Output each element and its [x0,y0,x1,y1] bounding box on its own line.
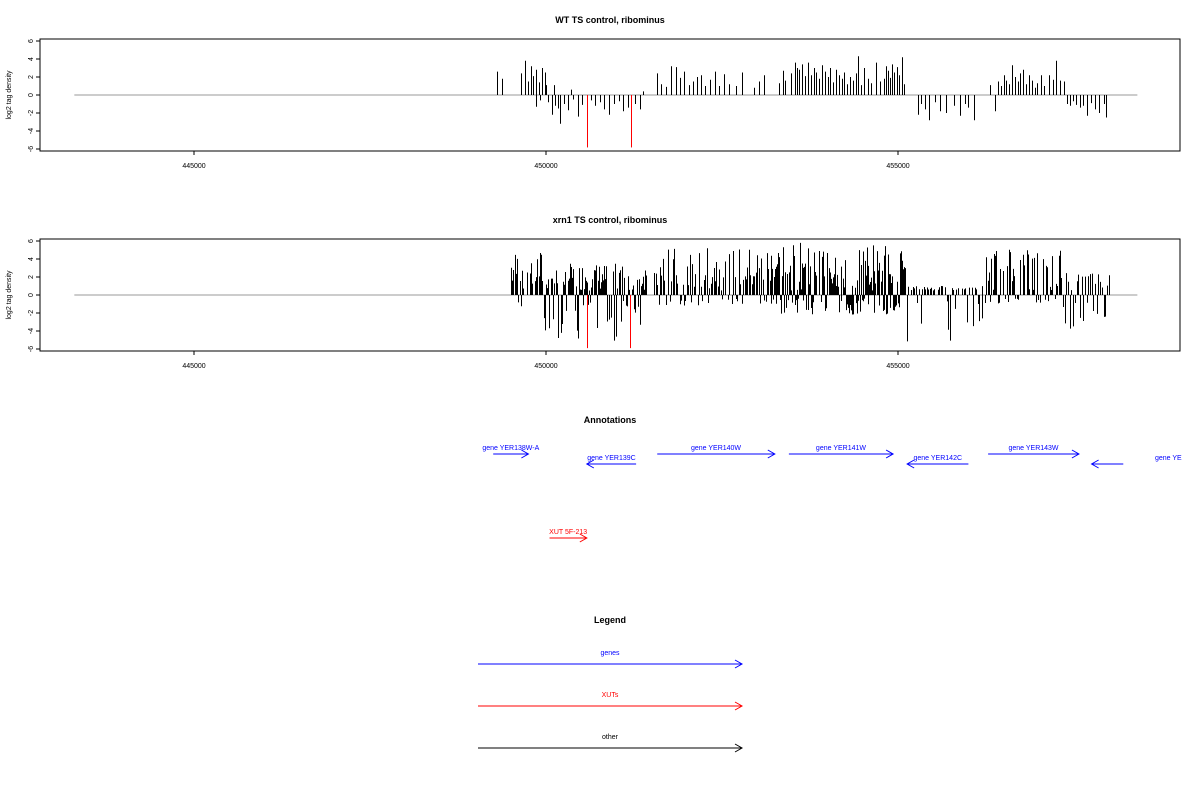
x-tick-label: 445000 [182,163,205,170]
y-tick-label: 4 [28,57,35,61]
legend-item: genes [478,650,744,669]
gene-feature: gene YER143W [988,445,1080,459]
feature-arrowhead [734,659,744,669]
y-tick-label: 4 [28,257,35,261]
feature-arrowhead [1071,449,1080,459]
gene-feature: gene YER141W [788,445,895,459]
xrn1-track-title: xrn1 TS control, ribominus [553,215,668,225]
wt-y-ticks: 6 4 2 0 -2 -4 -6 [28,39,40,152]
gene-feature: gene YE [1090,455,1182,469]
feature-arrowhead [1090,459,1099,469]
feature-label: gene YER139C [587,455,636,462]
y-tick-label: -2 [28,110,35,116]
y-tick-label: 0 [28,293,35,297]
xrn1-x-ticks: 445000 450000 455000 [182,351,910,370]
legend-panel: Legend genes XUTs other [478,615,744,753]
y-tick-label: -6 [28,346,35,352]
wt-y-axis-label: log2 tag density [6,70,13,120]
xut-feature: XUT 5F-213 [549,529,588,543]
xrn1-y-axis-label: log2 tag density [6,270,13,320]
feature-arrowhead [767,449,776,459]
gene-feature: gene YER140W [657,445,776,459]
feature-label: gene YER142C [914,455,963,462]
gene-feature: gene YER138W-A [482,445,540,459]
y-tick-label: 6 [28,239,35,243]
legend-item: XUTs [478,692,744,711]
y-tick-label: 2 [28,75,35,79]
feature-label: gene YER140W [691,445,741,452]
x-tick-label: 450000 [534,363,557,370]
y-tick-label: 6 [28,39,35,43]
feature-label: XUT 5F-213 [549,529,587,536]
legend-items: genes XUTs other [478,650,744,753]
feature-label: gene YER143W [1008,445,1058,452]
y-tick-label: -4 [28,128,35,134]
wt-track-title: WT TS control, ribominus [555,15,665,25]
feature-arrowhead [585,459,595,469]
legend-title: Legend [594,615,626,625]
annotations-title: Annotations [584,415,637,425]
wt-x-ticks: 445000 450000 455000 [182,151,910,170]
x-tick-label: 445000 [182,363,205,370]
y-tick-label: -2 [28,310,35,316]
legend-item: other [478,734,744,753]
xrn1-bars [74,242,1138,349]
y-tick-label: 0 [28,93,35,97]
feature-arrowhead [734,743,744,753]
feature-label: gene YER141W [816,445,866,452]
y-tick-label: 2 [28,275,35,279]
gene-feature: gene YER142C [906,455,969,469]
feature-label: gene YER138W-A [482,445,539,452]
x-tick-label: 450000 [534,163,557,170]
feature-label: gene YE [1155,455,1182,462]
x-tick-label: 455000 [886,163,909,170]
legend-label: XUTs [602,692,619,699]
legend-label: other [602,734,619,741]
xrn1-track-panel: xrn1 TS control, ribominus log2 tag dens… [6,215,1181,370]
feature-arrowhead [521,449,530,459]
feature-arrowhead [885,449,895,459]
feature-arrowhead [906,459,915,469]
y-tick-label: -4 [28,328,35,334]
wt-track-panel: WT TS control, ribominus log2 tag densit… [6,15,1181,170]
feature-arrowhead [579,533,588,543]
wt-bars [74,56,1138,148]
feature-arrowhead [734,701,744,711]
legend-label: genes [600,650,620,657]
gene-feature: gene YER139C [585,455,637,469]
xrn1-y-ticks: 6 4 2 0 -2 -4 -6 [28,239,40,352]
x-tick-label: 455000 [886,363,909,370]
y-tick-label: -6 [28,146,35,152]
annotation-features: gene YER138W-A gene YER139C gene YER140W ge… [482,445,1182,543]
